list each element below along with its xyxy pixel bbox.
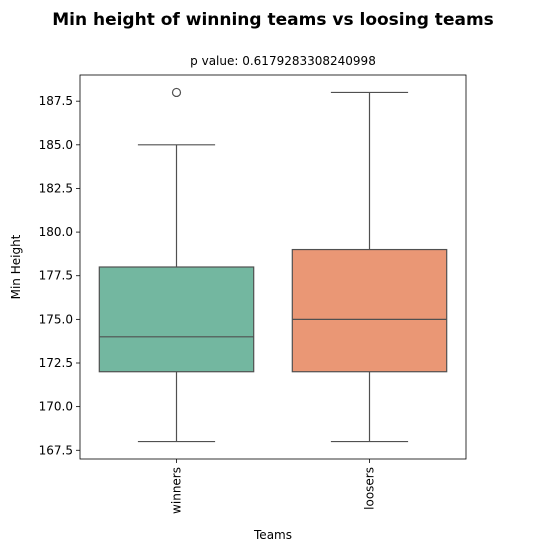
box-group-loosers bbox=[291, 91, 448, 443]
x-axis-label: Teams bbox=[253, 528, 292, 542]
y-tick-label: 170.0 bbox=[39, 400, 73, 414]
chart-subtitle: p value: 0.6179283308240998 bbox=[190, 54, 376, 68]
box-iqr bbox=[98, 266, 255, 373]
box-group-winners bbox=[98, 87, 255, 443]
y-tick-label: 167.5 bbox=[39, 443, 73, 457]
y-tick-label: 177.5 bbox=[39, 269, 73, 283]
y-tick-label: 172.5 bbox=[39, 356, 73, 370]
chart-title: Min height of winning teams vs loosing t… bbox=[52, 10, 494, 30]
y-tick-label: 182.5 bbox=[39, 181, 73, 195]
outlier-point bbox=[171, 87, 182, 98]
y-tick-label: 185.0 bbox=[39, 138, 73, 152]
x-tick-label: loosers bbox=[363, 467, 377, 510]
x-tick-label: winners bbox=[170, 467, 184, 514]
y-tick-label: 175.0 bbox=[39, 312, 73, 326]
plot-frame bbox=[79, 74, 467, 460]
box-iqr bbox=[291, 248, 448, 373]
y-tick-label: 180.0 bbox=[39, 225, 73, 239]
plot-area: 167.5 170.0 172.5 175.0 177.5 180.0 182.5 185.0… bbox=[39, 87, 448, 514]
y-tick-label: 187.5 bbox=[39, 94, 73, 108]
y-axis-label: Min Height bbox=[9, 234, 23, 299]
